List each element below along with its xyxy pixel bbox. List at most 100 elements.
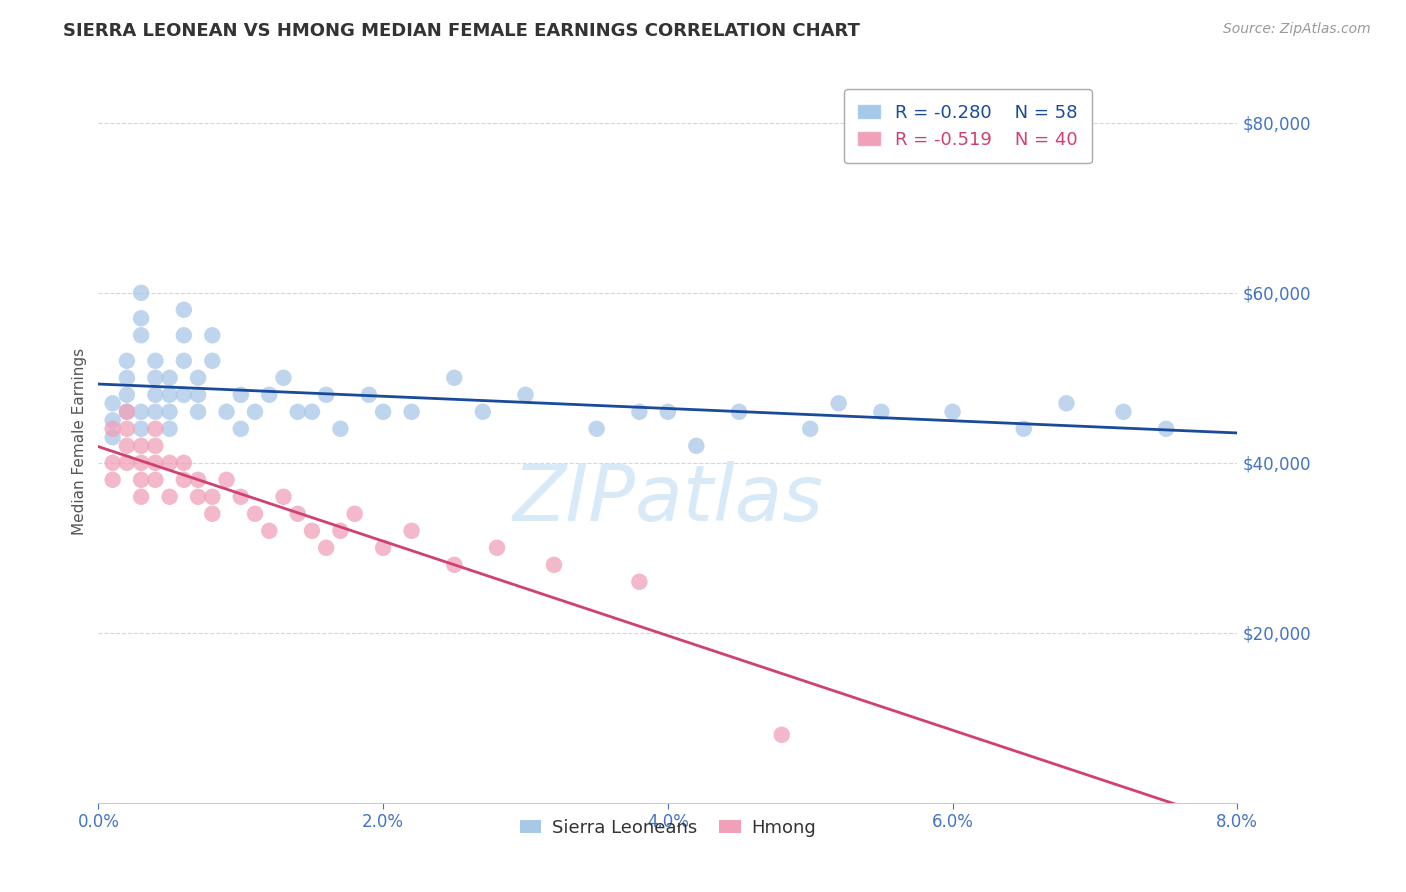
Point <box>201 507 224 521</box>
Point <box>401 405 423 419</box>
Point <box>543 558 565 572</box>
Point <box>115 456 138 470</box>
Point <box>129 422 152 436</box>
Point <box>145 405 167 419</box>
Point <box>1112 405 1135 419</box>
Point <box>770 728 793 742</box>
Point <box>145 353 167 368</box>
Point <box>101 413 124 427</box>
Point <box>515 388 537 402</box>
Text: Source: ZipAtlas.com: Source: ZipAtlas.com <box>1223 22 1371 37</box>
Point <box>287 405 309 419</box>
Point <box>486 541 509 555</box>
Point <box>329 422 352 436</box>
Point <box>828 396 851 410</box>
Point <box>329 524 352 538</box>
Point <box>799 422 821 436</box>
Point <box>315 388 337 402</box>
Point <box>129 439 152 453</box>
Point <box>657 405 679 419</box>
Point <box>145 371 167 385</box>
Point <box>145 422 167 436</box>
Point <box>115 353 138 368</box>
Point <box>173 473 195 487</box>
Point <box>371 405 394 419</box>
Point <box>229 422 252 436</box>
Point <box>287 507 309 521</box>
Point <box>101 456 124 470</box>
Point <box>628 405 651 419</box>
Point <box>115 405 138 419</box>
Point <box>101 473 124 487</box>
Point <box>187 371 209 385</box>
Point <box>343 507 366 521</box>
Point <box>159 422 181 436</box>
Point <box>1154 422 1177 436</box>
Point <box>101 396 124 410</box>
Point <box>201 328 224 343</box>
Point <box>870 405 893 419</box>
Point <box>187 388 209 402</box>
Point <box>728 405 751 419</box>
Point <box>145 473 167 487</box>
Point <box>443 558 465 572</box>
Point <box>129 405 152 419</box>
Point <box>129 490 152 504</box>
Point <box>259 388 281 402</box>
Point <box>215 473 238 487</box>
Point <box>215 405 238 419</box>
Point <box>259 524 281 538</box>
Point <box>129 473 152 487</box>
Point <box>301 405 323 419</box>
Point <box>685 439 707 453</box>
Text: ZIPatlas: ZIPatlas <box>512 461 824 537</box>
Point <box>159 456 181 470</box>
Point <box>371 541 394 555</box>
Point <box>101 430 124 444</box>
Point <box>201 490 224 504</box>
Point <box>129 456 152 470</box>
Point <box>471 405 494 419</box>
Point <box>357 388 380 402</box>
Point <box>273 371 295 385</box>
Point <box>187 490 209 504</box>
Point <box>173 328 195 343</box>
Point <box>243 405 266 419</box>
Point <box>129 328 152 343</box>
Point <box>145 439 167 453</box>
Point <box>1056 396 1078 410</box>
Point <box>229 388 252 402</box>
Point <box>173 456 195 470</box>
Point <box>585 422 607 436</box>
Point <box>187 405 209 419</box>
Point <box>159 388 181 402</box>
Point <box>273 490 295 504</box>
Point <box>115 439 138 453</box>
Point <box>173 388 195 402</box>
Point <box>1012 422 1035 436</box>
Point <box>115 405 138 419</box>
Point <box>145 388 167 402</box>
Point <box>115 388 138 402</box>
Point <box>159 371 181 385</box>
Point <box>115 371 138 385</box>
Point <box>401 524 423 538</box>
Point <box>229 490 252 504</box>
Point <box>129 285 152 300</box>
Point <box>173 353 195 368</box>
Point <box>159 405 181 419</box>
Point <box>159 490 181 504</box>
Point <box>301 524 323 538</box>
Point <box>243 507 266 521</box>
Point <box>628 574 651 589</box>
Point <box>129 311 152 326</box>
Point <box>115 422 138 436</box>
Y-axis label: Median Female Earnings: Median Female Earnings <box>72 348 87 535</box>
Legend: Sierra Leoneans, Hmong: Sierra Leoneans, Hmong <box>512 812 824 845</box>
Point <box>187 473 209 487</box>
Point <box>443 371 465 385</box>
Point <box>315 541 337 555</box>
Point <box>201 353 224 368</box>
Text: SIERRA LEONEAN VS HMONG MEDIAN FEMALE EARNINGS CORRELATION CHART: SIERRA LEONEAN VS HMONG MEDIAN FEMALE EA… <box>63 22 860 40</box>
Point <box>145 456 167 470</box>
